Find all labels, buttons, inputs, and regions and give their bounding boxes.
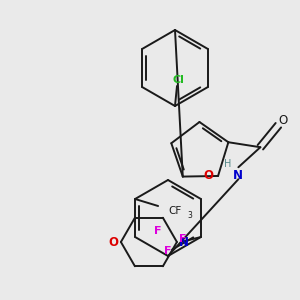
- Text: N: N: [233, 169, 243, 182]
- Text: F: F: [179, 234, 187, 244]
- Text: O: O: [108, 236, 118, 248]
- Text: H: H: [224, 159, 231, 169]
- Text: F: F: [154, 226, 162, 236]
- Text: Cl: Cl: [172, 75, 184, 85]
- Text: O: O: [203, 169, 213, 182]
- Text: O: O: [279, 114, 288, 127]
- Text: CF: CF: [168, 206, 181, 216]
- Text: F: F: [164, 246, 172, 256]
- Text: 3: 3: [187, 211, 192, 220]
- Text: N: N: [179, 236, 189, 248]
